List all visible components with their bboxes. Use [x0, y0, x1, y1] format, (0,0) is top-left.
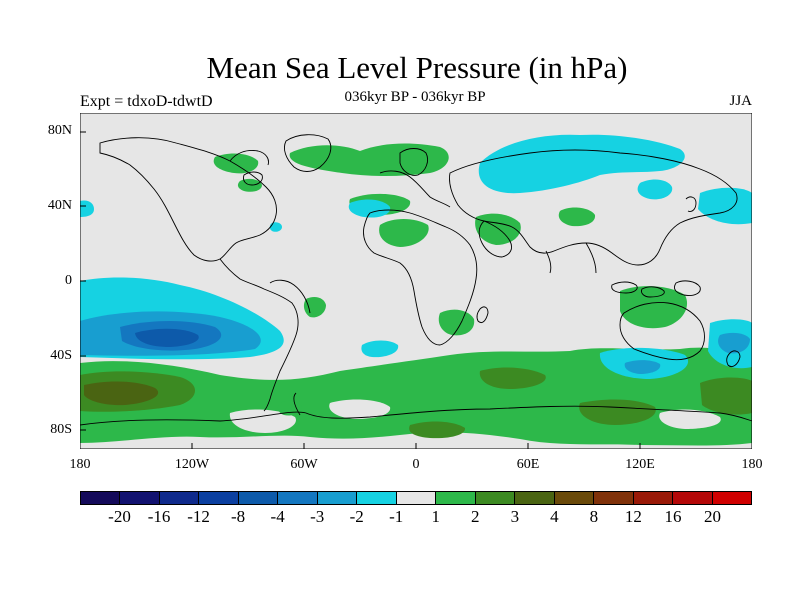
colorbar-box — [436, 492, 476, 504]
north-pacific-negative-region — [698, 187, 752, 225]
colorbar-label: -4 — [270, 507, 285, 526]
central-asia-positive-region — [558, 207, 596, 227]
east-asia-negative-region — [637, 179, 673, 200]
colorbar-box — [396, 492, 437, 504]
south-indian-negative-core — [624, 360, 661, 374]
colorbar-label: 12 — [624, 507, 642, 526]
caribbean-negative-region — [269, 222, 282, 232]
arctic-atlantic-positive-region — [289, 143, 449, 176]
colorbar — [80, 491, 752, 505]
y-tick-label: 80S — [50, 422, 72, 437]
map-ticks — [80, 131, 641, 449]
colorbar-label: -1 — [389, 507, 404, 526]
south-atlantic-negative-region — [361, 340, 399, 358]
colorbar-box — [712, 492, 751, 504]
colorbar-label: 20 — [703, 507, 721, 526]
siberia-negative-region — [478, 134, 685, 194]
south-pacific-core-region — [84, 381, 159, 406]
south-atlantic-neutral-gap — [329, 399, 391, 419]
x-tick-label: 60W — [290, 457, 318, 472]
chart-title: Mean Sea Level Pressure (in hPa) — [206, 50, 628, 85]
colorbar-label: -8 — [231, 507, 246, 526]
y-tick-label: 0 — [65, 273, 72, 288]
colorbar-box — [238, 492, 279, 504]
colorbar-label: -2 — [349, 507, 364, 526]
colorbar-label: 1 — [431, 507, 441, 526]
y-tick-label: 40N — [47, 198, 72, 213]
colorbar-label: 2 — [471, 507, 480, 526]
colorbar-box — [317, 492, 358, 504]
season-label: JJA — [729, 93, 752, 109]
south-indian-east-strong-positive-region — [700, 377, 752, 415]
x-tick-label: 180 — [69, 457, 91, 472]
maritime-continent-positive-region — [620, 286, 688, 329]
x-tick-label: 120W — [174, 457, 210, 472]
colorbar-box — [515, 492, 555, 504]
colorbar-box — [594, 492, 634, 504]
experiment-label: Expt = tdxoD-tdwtD — [80, 93, 213, 110]
colorbar-box — [81, 492, 121, 504]
colorbar-label: 16 — [664, 507, 682, 526]
colorbar-label: 8 — [589, 507, 599, 526]
colorbar-box — [120, 492, 160, 504]
y-tick-label: 40S — [50, 348, 72, 363]
colorbar-label: 3 — [510, 507, 520, 526]
colorbar-box — [278, 492, 318, 504]
colorbar-label: -12 — [187, 507, 210, 526]
north-atlantic-negative-region — [80, 200, 94, 217]
x-tick-label: 180 — [741, 457, 763, 472]
south-indian-neutral-gap — [659, 409, 721, 429]
colorbar-box — [475, 492, 516, 504]
colorbar-label: -16 — [147, 507, 171, 526]
x-tick-label: 60E — [516, 457, 540, 472]
colorbar-box — [633, 492, 674, 504]
colorbar-label: -20 — [108, 507, 131, 526]
x-tick-label: 120E — [625, 457, 655, 472]
period-label: 036kyr BP - 036kyr BP — [344, 89, 486, 105]
south-atlantic-strong-positive-region — [479, 367, 546, 389]
north-africa-positive-region — [379, 219, 429, 247]
mediterranean-negative-region — [348, 199, 391, 218]
southern-africa-positive-region — [438, 309, 475, 336]
antarctic-neutral-gap — [229, 409, 296, 433]
south-indian-strong-positive-region — [579, 399, 656, 425]
colorbar-box — [673, 492, 713, 504]
pressure-map — [80, 113, 752, 449]
colorbar-label: 4 — [550, 507, 559, 526]
south-pacific-negative-core — [135, 328, 199, 347]
coastlines — [80, 134, 752, 426]
x-tick-label: 0 — [412, 457, 420, 472]
colorbar-box — [199, 492, 239, 504]
colorbar-label: -3 — [310, 507, 325, 526]
colorbar-box — [357, 492, 397, 504]
y-tick-label: 80N — [47, 123, 72, 138]
tasman-negative-core — [718, 332, 750, 354]
colorbar-box — [159, 492, 200, 504]
antarctic-strong-positive-region — [409, 421, 466, 439]
colorbar-box — [554, 492, 595, 504]
hudson-positive-region — [237, 178, 262, 192]
